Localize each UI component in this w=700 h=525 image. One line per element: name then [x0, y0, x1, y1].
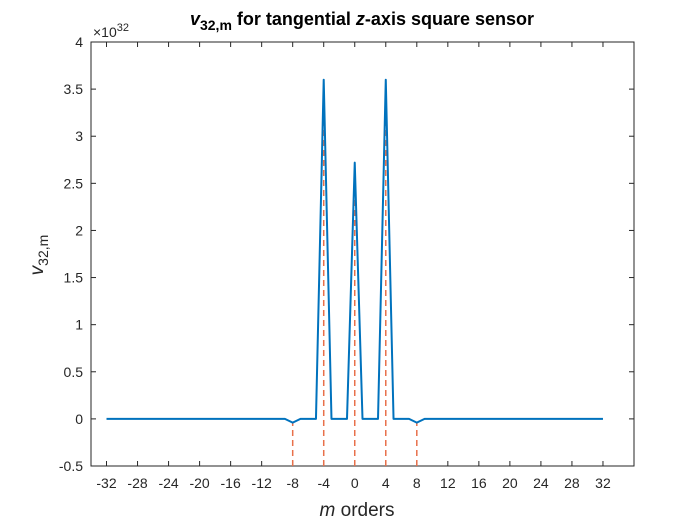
y-tick-label: 1	[75, 317, 83, 333]
y-tick-label: 2.5	[64, 175, 84, 191]
x-tick-label: -20	[189, 475, 209, 491]
x-tick-label: 4	[382, 475, 390, 491]
y-tick-label: 3.5	[64, 81, 84, 97]
y-tick-label: 1.5	[64, 270, 84, 286]
x-axis-label: m orders	[320, 500, 395, 521]
x-tick-label: 8	[413, 475, 421, 491]
x-tick-label: 0	[351, 475, 359, 491]
stem-series	[291, 79, 418, 466]
y-axis-label: v32,m	[27, 235, 51, 276]
x-tick-label: 28	[564, 475, 580, 491]
y-tick-label: 3	[75, 128, 83, 144]
chart-title: v32,m for tangential z-axis square senso…	[190, 9, 534, 33]
x-tick-label: 24	[533, 475, 549, 491]
x-tick-label: 20	[502, 475, 518, 491]
series-line	[106, 78, 603, 424]
y-ticks: -0.5 0 0.5 1 1.5 2 2.5 3 3.5 4	[59, 34, 634, 474]
x-tick-label: -16	[221, 475, 241, 491]
y-tick-label: -0.5	[59, 458, 83, 474]
x-tick-label: -8	[286, 475, 299, 491]
x-tick-label: -4	[317, 475, 330, 491]
x-tick-label: -32	[96, 475, 116, 491]
x-tick-label: -24	[158, 475, 178, 491]
x-ticks: -32 -28 -24 -20 -16 -12 -8 -4 0 4 8 12 16 20 24 28 32	[96, 42, 611, 491]
y-tick-label: 0.5	[64, 364, 84, 380]
x-tick-label: 12	[440, 475, 456, 491]
exponent-label: ×1032	[93, 22, 129, 40]
x-tick-label: -28	[127, 475, 147, 491]
y-tick-label: 4	[75, 34, 83, 50]
x-tick-label: -12	[252, 475, 272, 491]
y-tick-label: 2	[75, 222, 83, 238]
y-tick-label: 0	[75, 411, 83, 427]
x-tick-label: 16	[471, 475, 487, 491]
x-tick-label: 32	[595, 475, 611, 491]
